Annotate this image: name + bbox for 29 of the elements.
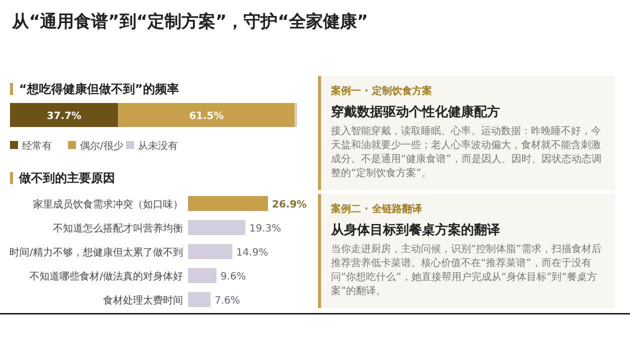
bar: [188, 268, 217, 283]
data-label: 7.6%: [214, 296, 240, 306]
y-tick-label: 不知道哪些食材/做法真的对身体好: [30, 270, 183, 282]
text: 做不到的主要原因: [18, 171, 115, 185]
legend-label: 偶尔/很少: [80, 140, 124, 152]
bar: [188, 292, 211, 307]
text: 当你走进厨房，主动问候，识别“控制体脂”需求，扫描食材后推荐营养低卡菜谱。核心价值不在“推荐菜谱”，而在于没有问“你想吃什么”，她直接帮用户完成从“身体目标”到“餐桌方案”的翻译。: [331, 243, 602, 299]
data-label: 26.9%: [272, 200, 307, 210]
chart-title: “想吃得健康但做不到”的频率: [19, 82, 179, 96]
text: 穿戴数据驱动个性化健康配方: [331, 104, 501, 121]
legend-label: 经常有: [22, 140, 52, 152]
bar: [188, 196, 268, 211]
y-tick-label: 时间/精力不够，想健康但太累了做不到: [10, 246, 183, 258]
y-tick-label: 家里成员饮食需求冲突（如口味）: [33, 198, 183, 210]
y-tick-label: 食材处理太费时间: [103, 294, 183, 306]
legend-label: 从未没有: [138, 140, 178, 152]
data-label: 37.7%: [46, 111, 82, 122]
data-label: 19.3%: [249, 224, 282, 234]
y-tick-label: 不知道怎么搭配才叫营养均衡: [53, 222, 183, 234]
text: 从“通用食谱”到“定制方案”，守护“全家健康”: [12, 11, 368, 33]
bar: [188, 220, 246, 235]
data-label: 9.6%: [220, 272, 246, 282]
text: 接入智能穿戴，读取睡眠、心率、运动数据：昨晚睡不好，今天盐和油就要少一些；老人心率波动偏大，食材就不能含刺激成分。不是通用“健康食谱”，而是因人、因时、因状态动态调整的“定制饮食方案”。: [331, 125, 602, 181]
data-label: 14.9%: [236, 248, 268, 258]
data-label: 61.5%: [189, 111, 224, 122]
text: 案例二 · 全链路翻译: [331, 202, 423, 216]
text: 从身体目标到餐桌方案的翻译: [331, 222, 501, 239]
text: 案例一 · 定制饮食方案: [331, 84, 433, 98]
bar: [188, 244, 232, 259]
